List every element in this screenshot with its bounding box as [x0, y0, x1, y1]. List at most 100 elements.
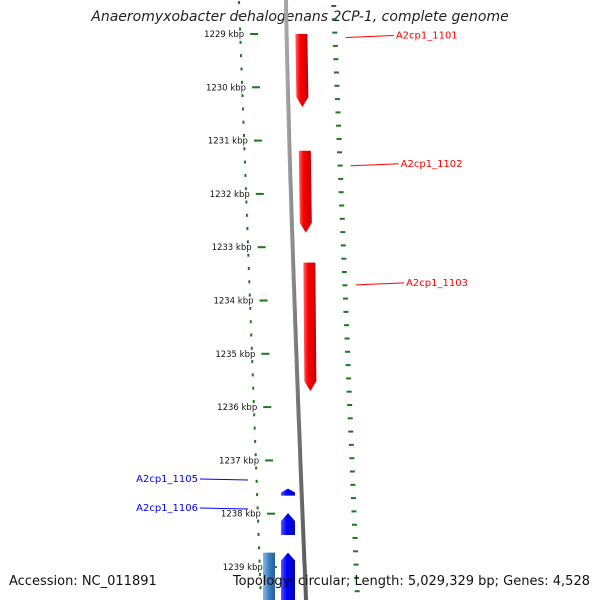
- track-dot: [349, 470, 355, 473]
- gene-arrow[interactable]: [263, 552, 275, 600]
- ruler-tick-label: 1230 kbp: [206, 83, 246, 93]
- track-dot: [249, 306, 252, 310]
- track-dot: [352, 537, 358, 539]
- topology-prefix: Topology:: [232, 574, 298, 589]
- gene-features: [263, 34, 317, 600]
- track-dot: [242, 120, 245, 124]
- gene-label-leader: [350, 163, 399, 167]
- track-dot: [250, 333, 253, 337]
- track-dot: [240, 67, 243, 71]
- gene-arrow[interactable]: [295, 34, 309, 108]
- track-dot: [348, 430, 354, 433]
- ruler-tick: [253, 139, 262, 142]
- track-dot: [333, 71, 339, 74]
- genes-prefix: ; Genes:: [494, 574, 553, 589]
- track-dot: [349, 457, 355, 460]
- track-dot: [334, 98, 340, 101]
- track-dot: [244, 187, 247, 191]
- track-dot: [252, 386, 255, 390]
- ruler-tick: [265, 459, 274, 462]
- right-dotted-track: [331, 5, 360, 593]
- track-dot: [245, 200, 248, 204]
- track-dot: [252, 400, 255, 403]
- track-dot: [339, 217, 345, 220]
- track-dot: [331, 18, 337, 21]
- gene-arrow[interactable]: [281, 488, 295, 496]
- ruler-tick: [252, 86, 261, 89]
- gene-label-leader: [356, 282, 405, 286]
- ruler-tick-label: 1231 kbp: [208, 137, 248, 147]
- track-dot: [243, 147, 246, 151]
- ruler-tick: [266, 512, 275, 515]
- track-dot: [248, 280, 251, 284]
- left-dotted-track: [238, 1, 262, 590]
- gene-label[interactable]: A2cp1_1102: [401, 159, 463, 170]
- gene-label[interactable]: A2cp1_1105: [136, 474, 198, 485]
- track-dot: [246, 240, 249, 244]
- accession-text: Accession: NC_011891: [9, 574, 157, 589]
- ruler-tick-label: 1237 kbp: [219, 456, 259, 466]
- genome-summary: Topology: circular; Length: 5,029,329 bp…: [233, 574, 590, 589]
- track-dot: [243, 160, 246, 164]
- track-dot: [253, 413, 256, 417]
- track-dot: [337, 164, 343, 167]
- gene-label-leader: [199, 507, 249, 510]
- ruler-tick-label: 1229 kbp: [204, 30, 244, 40]
- track-dot: [353, 550, 359, 553]
- track-dot: [332, 31, 338, 34]
- gene-arrow[interactable]: [303, 262, 317, 392]
- track-dot: [254, 439, 257, 443]
- track-dot: [257, 533, 260, 536]
- track-dot: [241, 94, 244, 98]
- gene-arrow[interactable]: [298, 150, 312, 233]
- track-dot: [250, 346, 253, 350]
- track-dot: [337, 151, 343, 154]
- track-dot: [240, 54, 243, 58]
- ruler-tick-label: 1234 kbp: [213, 297, 253, 307]
- genes-value: 4,528: [552, 574, 590, 589]
- track-dot: [345, 350, 351, 353]
- track-dot: [340, 244, 346, 247]
- gene-label[interactable]: A2cp1_1103: [406, 278, 468, 289]
- ruler-tick-label: 1232 kbp: [210, 190, 250, 200]
- track-dot: [333, 58, 339, 61]
- track-dot: [347, 417, 353, 420]
- ruler-tick: [257, 246, 266, 249]
- track-dot: [239, 27, 242, 31]
- gene-arrow[interactable]: [281, 513, 295, 536]
- track-dot: [256, 506, 259, 510]
- gene-label-leader: [345, 35, 394, 39]
- track-dot: [331, 5, 337, 7]
- track-dot: [338, 177, 344, 180]
- ruler-tick: [263, 406, 272, 409]
- track-dot: [258, 559, 261, 563]
- track-dot: [341, 271, 347, 273]
- track-dot: [259, 572, 262, 576]
- track-dot: [241, 107, 244, 111]
- gene-label[interactable]: A2cp1_1101: [396, 31, 458, 42]
- length-value: 5,029,329 bp: [407, 574, 495, 589]
- track-dot: [240, 80, 243, 84]
- track-dot: [354, 576, 360, 579]
- track-dot: [342, 297, 348, 300]
- gene-arrow[interactable]: [281, 552, 295, 600]
- ruler-tick-label: 1235 kbp: [215, 350, 255, 360]
- track-dot: [338, 191, 344, 194]
- track-dot: [246, 227, 249, 231]
- accession-prefix: Accession:: [9, 574, 82, 589]
- ruler-tick: [259, 299, 268, 302]
- ruler-tick: [250, 33, 259, 35]
- ruler-tick-label: 1239 kbp: [223, 563, 263, 573]
- track-dot: [353, 563, 359, 566]
- track-dot: [348, 443, 354, 446]
- track-dot: [341, 257, 347, 260]
- gene-label[interactable]: A2cp1_1106: [136, 503, 198, 514]
- track-dot: [251, 373, 254, 377]
- track-dot: [247, 253, 250, 257]
- track-dot: [247, 267, 250, 270]
- track-dot: [350, 497, 356, 500]
- track-dot: [336, 138, 342, 140]
- track-dot: [248, 293, 251, 297]
- track-dot: [259, 586, 262, 590]
